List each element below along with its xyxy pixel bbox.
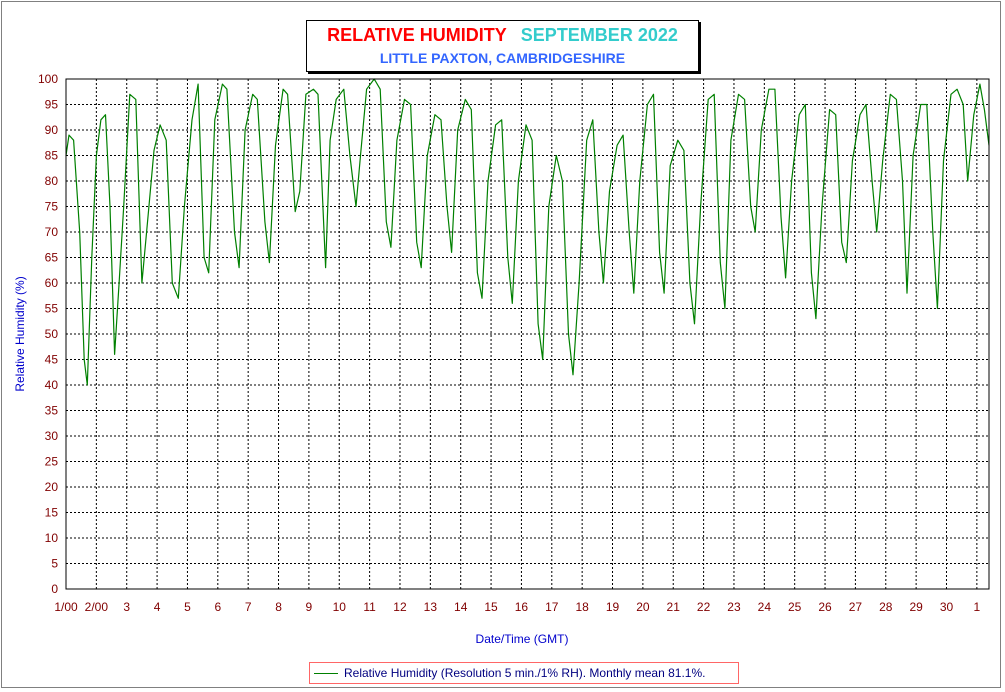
- x-tick-label: 4: [154, 600, 161, 614]
- x-tick-labels: 1/00 2/00 3 4 5 6 7 8 9 10 11 12 13 14 15 16 17 18 19 20 21 2…: [54, 600, 980, 614]
- y-tick-label: 90: [45, 123, 59, 137]
- x-tick-label: 28: [879, 600, 893, 614]
- y-tick-label: 15: [45, 506, 59, 520]
- x-tick-label: 7: [245, 600, 252, 614]
- y-tick-label: 30: [45, 429, 59, 443]
- y-tick-label: 70: [45, 225, 59, 239]
- x-tick-label: 11: [363, 600, 376, 614]
- y-tick-label: 60: [45, 276, 59, 290]
- x-tick-label: 24: [758, 600, 772, 614]
- y-tick-label: 55: [45, 302, 59, 316]
- x-tick-label: 16: [515, 600, 529, 614]
- x-tick-label: 1/00: [54, 600, 78, 614]
- x-tick-label: 13: [424, 600, 438, 614]
- y-tick-label: 45: [45, 353, 59, 367]
- x-tick-label: 12: [393, 600, 407, 614]
- y-tick-label: 50: [45, 327, 59, 341]
- x-tick-label: 20: [636, 600, 650, 614]
- humidity-series-line: [65, 78, 990, 386]
- legend-swatch: [314, 672, 338, 674]
- x-tick-label: 15: [484, 600, 498, 614]
- y-tick-label: 65: [45, 251, 59, 265]
- y-tick-label: 75: [45, 200, 59, 214]
- x-tick-label: 21: [667, 600, 681, 614]
- y-tick-label: 35: [45, 404, 59, 418]
- x-tick-label: 22: [697, 600, 711, 614]
- x-tick-label: 9: [306, 600, 313, 614]
- x-tick-label: 30: [940, 600, 954, 614]
- y-axis-label: Relative Humidity (%): [13, 276, 27, 391]
- grid: [66, 79, 989, 589]
- plot-border: [65, 78, 990, 590]
- x-axis-label: Date/Time (GMT): [476, 632, 569, 646]
- y-tick-label: 25: [45, 455, 59, 469]
- y-tick-label: 20: [45, 480, 59, 494]
- x-tick-label: 25: [788, 600, 802, 614]
- x-tick-label: 27: [849, 600, 863, 614]
- y-tick-label: 95: [45, 98, 59, 112]
- x-tick-label: 29: [909, 600, 923, 614]
- x-tick-label: 8: [275, 600, 282, 614]
- y-tick-label: 10: [45, 531, 59, 545]
- y-tick-label: 0: [51, 582, 58, 596]
- x-tick-label: 6: [214, 600, 221, 614]
- x-tick-label: 2/00: [85, 600, 109, 614]
- x-tick-label: 1: [974, 600, 981, 614]
- title-line: RELATIVE HUMIDITY SEPTEMBER 2022: [307, 25, 698, 46]
- x-tick-label: 14: [454, 600, 468, 614]
- y-tick-labels: 0 5 10 15 20 25 30 35 40 45 50 55 60 65 70 75 80 85 90 95 10…: [38, 72, 58, 596]
- legend: Relative Humidity (Resolution 5 min./1% …: [309, 662, 739, 684]
- x-tick-label: 26: [818, 600, 832, 614]
- y-tick-label: 40: [45, 378, 59, 392]
- chart-month: SEPTEMBER 2022: [520, 25, 678, 45]
- y-tick-label: 80: [45, 174, 59, 188]
- x-tick-label: 5: [184, 600, 191, 614]
- x-tick-label: 18: [575, 600, 589, 614]
- legend-label: Relative Humidity (Resolution 5 min./1% …: [344, 666, 706, 680]
- y-tick-label: 5: [51, 557, 58, 571]
- x-tick-label: 17: [545, 600, 559, 614]
- x-tick-label: 19: [606, 600, 620, 614]
- chart-subtitle: LITTLE PAXTON, CAMBRIDGESHIRE: [379, 50, 626, 66]
- title-box: RELATIVE HUMIDITY SEPTEMBER 2022 LITTLE P…: [306, 20, 699, 72]
- x-tick-label: 23: [727, 600, 741, 614]
- x-tick-label: 10: [333, 600, 347, 614]
- x-tick-label: 3: [123, 600, 130, 614]
- y-tick-label: 85: [45, 149, 59, 163]
- y-tick-label: 100: [38, 72, 58, 86]
- chart-title: RELATIVE HUMIDITY: [327, 25, 507, 45]
